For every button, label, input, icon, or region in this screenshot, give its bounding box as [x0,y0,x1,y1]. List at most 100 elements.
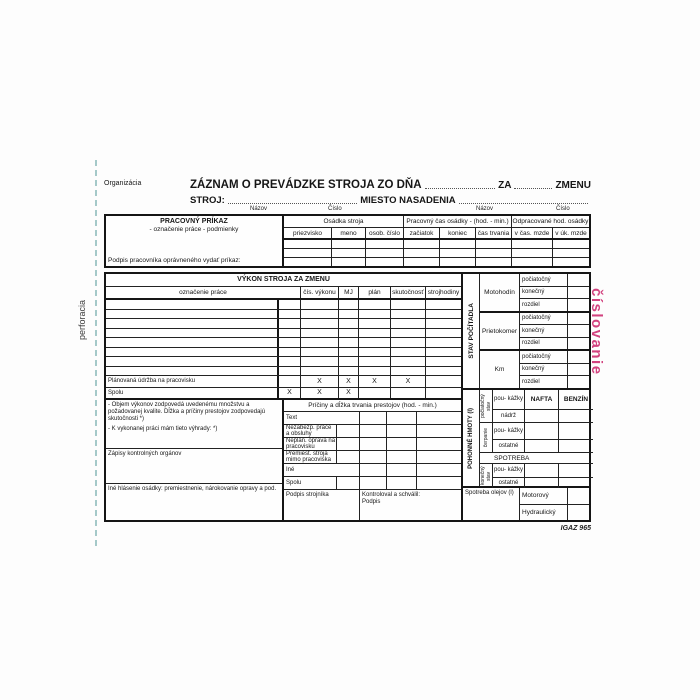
empty-cell [476,258,512,266]
performance-left: VÝKON STROJA ZA ZMENU označenie práce čí… [106,274,463,520]
counter-group-label: Km [480,351,520,389]
work-order-subtitle: - označenie práce - podmienky [149,226,239,233]
performance-empty-row [106,357,461,367]
x-mark-cell: X [301,376,339,387]
empty-cell [568,325,589,337]
empty-cell [301,338,339,347]
refuel-vertical-label-cell: čerpanie [480,423,493,453]
empty-cell [525,440,559,453]
bottom-left-block: - Objem výkonov zodpovedá uvedenému množ… [106,400,461,520]
nazov-label: Názov [476,206,494,212]
empty-cell [559,478,593,488]
empty-cell [426,329,461,338]
empty-cell [568,313,589,325]
empty-cell [106,300,279,309]
work-order-cell: PRACOVNÝ PRÍKAZ - označenie práce - podm… [106,216,284,266]
empty-cell [279,300,301,309]
oils-rows: Motorový Hydraulický [520,488,589,520]
empty-cell [559,410,593,423]
performance-header-row: označenie práce čís. výkonu MJ plán skut… [106,287,461,300]
column-header-row: priezvisko meno osob. číslo začiatok kon… [284,228,589,240]
empty-cell [360,438,387,450]
group-header-row: Osádka stroja Pracovný čas osádky - (hod… [284,216,589,228]
empty-cell [426,300,461,309]
empty-cell [404,258,440,266]
counters-groups: Motohodín počiatočný konečný [480,274,589,389]
downtime-row-unsecured: Nezabezp. práce a obsluhy [284,425,461,438]
approval-cell: Kontroloval a schválil: Podpis [360,490,461,520]
downtime-label: Spolu [284,477,337,489]
maintenance-row: Plánovaná údržba na pracovisku X X X X [106,376,461,388]
vouchers-label: pou- kážky [493,423,525,440]
inspections-cell: Zápisy kontrolných orgánov [106,449,282,484]
declaration-item: - K vykonanej práci mám tieto výhrady: *… [108,426,218,432]
empty-cell [387,451,417,463]
empty-cell [391,388,426,398]
difference-label: rozdiel [520,299,568,311]
counter-row: konečný [520,286,589,300]
empty-cell [359,347,391,356]
empty-cell [339,300,359,309]
empty-cell [568,488,589,504]
empty-cell [426,367,461,376]
consumption-row-label: SPOTREBA [480,453,593,464]
counter-row: počiatočný [520,351,589,364]
empty-cell [391,366,426,375]
empty-cell [301,357,339,366]
empty-cell [559,440,593,453]
dotted-fill-line [458,194,588,204]
empty-cell [568,299,589,311]
empty-cell [404,240,440,248]
empty-cell [360,412,387,424]
vouchers-label: pou- kážky [493,390,525,410]
empty-cell [417,412,461,424]
difference-label: rozdiel [520,337,568,350]
empty-cell [366,258,404,266]
counters-section: STAV POČÍTADLA Motohodín počiatočný [463,274,589,390]
empty-cell [568,287,589,299]
final-label: konečný [520,325,568,337]
signature-row: Podpis strojníka Kontroloval a schválil:… [284,490,461,520]
counters-title: STAV POČÍTADLA [467,303,475,359]
maintenance-label: Plánovaná údržba na pracovisku [106,376,279,387]
counter-row: počiatočný [520,312,589,326]
empty-cell [387,412,417,424]
counter-row: rozdiel [520,376,589,389]
downtime-row-other: Iné [284,464,461,477]
empty-cell [279,309,301,318]
nafta-col-header: NAFTA [525,390,559,410]
initial-label: počiatočný [520,274,568,286]
empty-cell [360,451,387,463]
final-label: konečný [520,363,568,376]
empty-cell [301,366,339,375]
benzin-col-header: BENZÍN [559,390,593,410]
oil-row-hydraulic: Hydraulický [520,504,589,520]
approval-text: Kontroloval a schválil: Podpis [362,492,420,505]
dotted-fill-line [227,194,358,204]
empty-cell [337,451,360,463]
empty-cell [553,258,589,266]
empty-cell [525,423,559,440]
empty-cell [106,309,279,318]
empty-cell [440,258,476,266]
issuer-signature-label: Podpis pracovníka oprávneného vydať prík… [108,257,241,264]
empty-cell [332,249,366,257]
empty-cell [279,357,301,366]
performance-empty-row [106,300,461,310]
fuel-title: POHONNÉ HMOTY (l) [467,407,474,469]
work-order-title: PRACOVNÝ PRÍKAZ [160,218,228,225]
downtime-label: Iné [284,464,360,476]
empty-cell [553,240,589,248]
counter-row: rozdiel [520,337,589,350]
final-state-label: konečný stav [480,466,492,486]
performance-empty-row [106,319,461,329]
hydraulic-oil-label: Hydraulický [520,504,568,520]
notes-column: - Objem výkonov zodpovedá uvedenému množ… [106,400,284,520]
vouchers-label: pou- kážky [493,464,525,478]
machine-hours-col-header: strojhodiny [427,289,460,296]
empty-cell [284,249,332,257]
total-row: Spolu X X X [106,388,461,400]
x-mark-cell: X [339,376,359,387]
oil-row-motor: Motorový [520,488,589,505]
empty-cell [359,328,391,337]
